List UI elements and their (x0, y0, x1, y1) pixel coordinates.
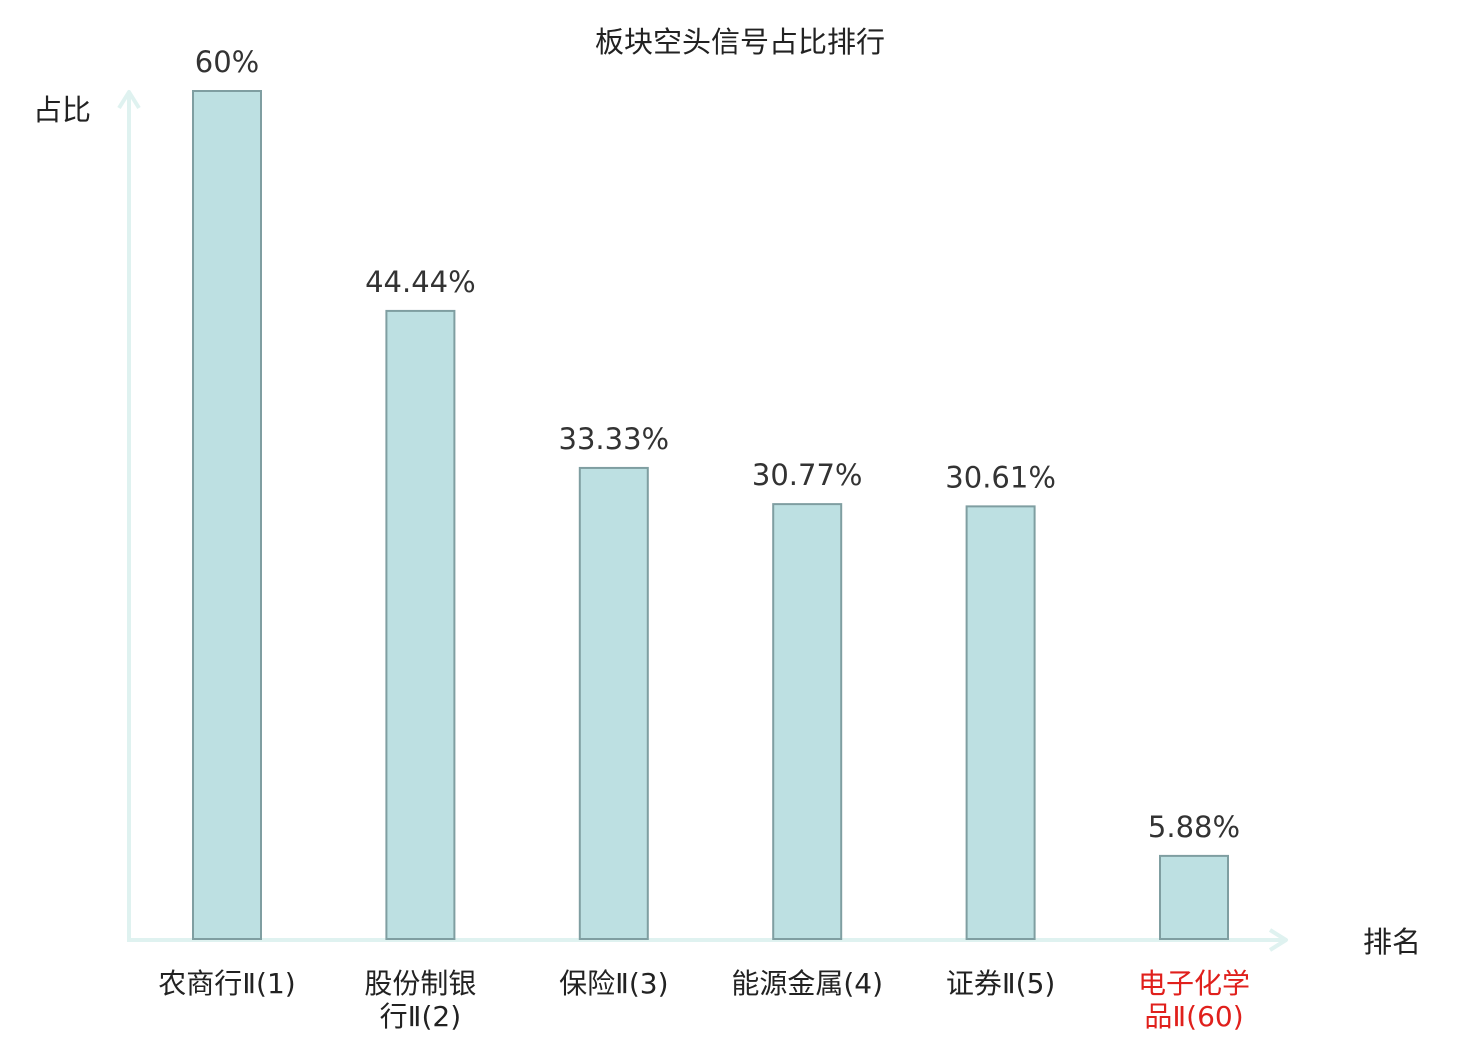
chart-title: 板块空头信号占比排行 (595, 25, 885, 59)
bar-3 (578, 466, 649, 940)
category-label-6: 电子化学品Ⅱ(60) (1138, 967, 1250, 1033)
y-axis-arrow (117, 90, 141, 110)
value-label-5: 30.61% (945, 460, 1056, 494)
labels-group: 60% 农商行Ⅱ(1) 44.44% 股份制银行Ⅱ(2) 33.33% 保险Ⅱ(3) 30.… (158, 45, 1250, 1033)
x-axis-arrow (1268, 928, 1288, 952)
axes (117, 90, 1288, 952)
category-label-3: 保险Ⅱ(3) (559, 967, 668, 1000)
value-label-4: 30.77% (752, 458, 863, 492)
value-label-2: 44.44% (365, 265, 476, 299)
category-label-5: 证券Ⅱ(5) (946, 967, 1055, 1000)
category-label-2: 股份制银行Ⅱ(2) (364, 967, 476, 1033)
x-axis-label: 排名 (1363, 925, 1421, 959)
bar-4 (772, 503, 843, 940)
category-label-4: 能源金属(4) (731, 967, 883, 1000)
category-label-1: 农商行Ⅱ(1) (158, 967, 295, 1000)
bars-group (192, 90, 1229, 940)
value-label-3: 33.33% (559, 422, 670, 456)
value-label-1: 60% (195, 45, 259, 79)
y-axis-label: 占比 (33, 93, 91, 127)
bar-2 (385, 309, 456, 940)
bar-1 (192, 90, 262, 940)
bar-6 (1159, 854, 1229, 940)
value-label-6: 5.88% (1148, 810, 1240, 844)
bar-5 (965, 505, 1036, 940)
